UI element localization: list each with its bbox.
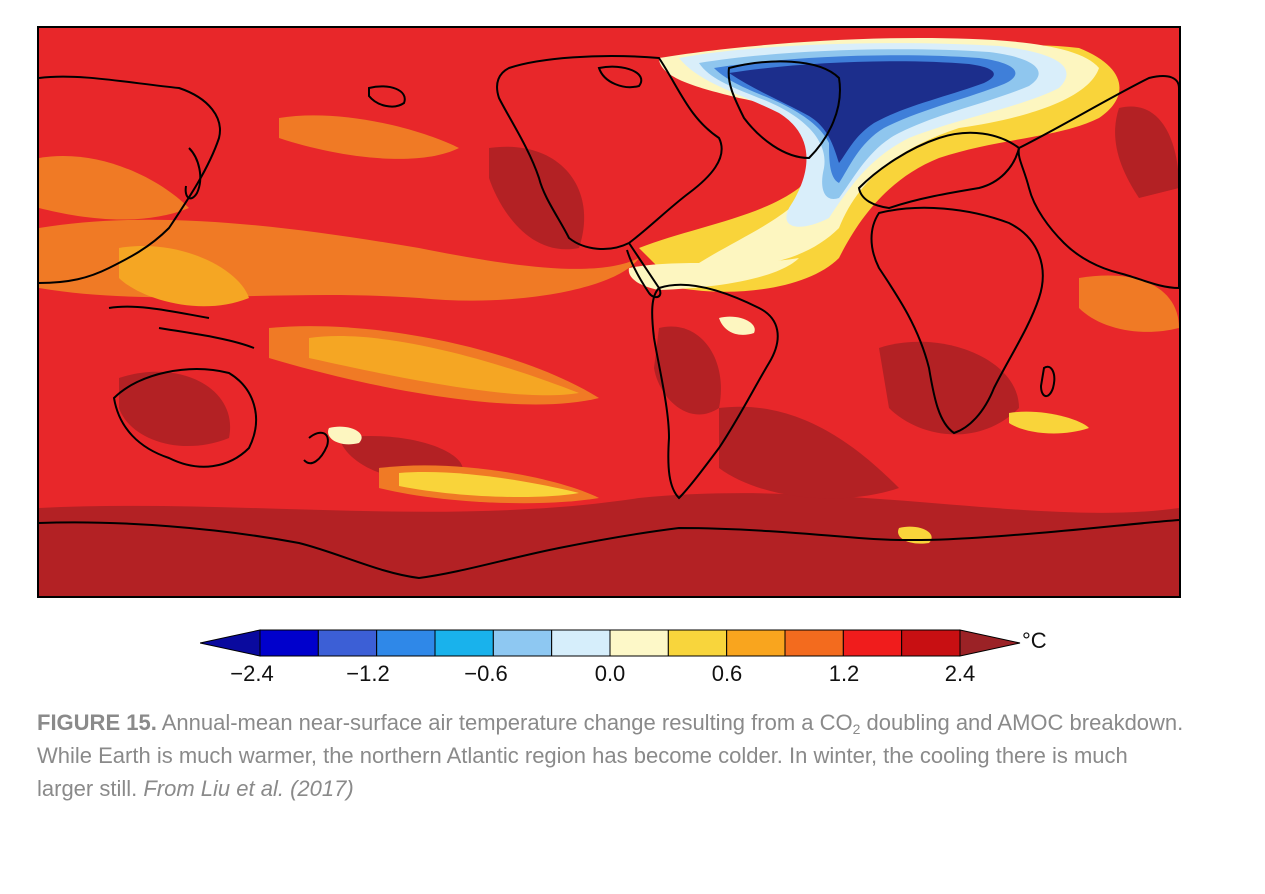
colorbar-tick-label: −2.4 xyxy=(230,661,274,686)
south-america-coastline xyxy=(651,283,779,500)
colorbar-bin xyxy=(551,629,611,657)
africa-dark-patch xyxy=(879,341,1019,435)
greenland-coastline xyxy=(727,60,841,160)
madagascar-coastline xyxy=(1039,365,1056,397)
central-america-coastline xyxy=(626,242,662,299)
asia-coastline xyxy=(1017,75,1179,290)
europe-coastline xyxy=(857,131,1021,210)
colorbar-tick-label: 1.2 xyxy=(828,661,860,686)
southern-dark-band xyxy=(39,493,1179,596)
australia-coastline xyxy=(112,368,258,468)
colorbar-unit-label: °C xyxy=(1022,628,1047,653)
colorbar-bin xyxy=(492,629,553,657)
tasman-pale-patch xyxy=(328,426,362,445)
colorbar-bin xyxy=(609,629,669,657)
colorbar-bin xyxy=(901,629,961,657)
colorbar-bin xyxy=(667,629,728,657)
colorbar-left-arrow xyxy=(200,629,261,657)
indonesia-coastline xyxy=(108,305,255,349)
new-zealand-coastline xyxy=(303,431,329,465)
south-america-dark-patch xyxy=(654,326,721,415)
west-pacific-orange xyxy=(39,156,189,220)
caption-subscript: 2 xyxy=(852,721,861,737)
caption-text-before: Annual-mean near-surface air temperature… xyxy=(156,710,853,735)
colorbar-right-arrow xyxy=(959,629,1021,657)
colorbar-bin xyxy=(376,629,436,657)
figure-label: FIGURE 15. xyxy=(37,710,157,735)
colorbar-bin xyxy=(726,629,786,657)
japan-coastline xyxy=(184,147,202,200)
caribbean-pale-patch xyxy=(628,258,799,290)
colorbar-bin xyxy=(259,629,319,657)
colorbar-tick-label: 2.4 xyxy=(944,661,976,686)
colorbar-bin xyxy=(317,629,378,657)
coastlines xyxy=(39,55,1179,580)
alaska-island-coastline xyxy=(368,85,406,108)
colorbar-bin xyxy=(842,629,903,657)
colorbar-tick-label: 0.0 xyxy=(594,661,626,686)
colorbar-bin xyxy=(784,629,844,657)
colorbar-tick-label: 0.6 xyxy=(711,661,743,686)
colorbar-bin xyxy=(434,629,494,657)
east-asia-coastline xyxy=(39,75,221,284)
colorbar: −2.4 −1.2 −0.6 0.0 0.6 1.2 2.4 °C xyxy=(200,628,1060,692)
southern-yellow-patch xyxy=(399,472,579,498)
south-pacific-gold xyxy=(309,336,579,396)
atlantic-dark-blue-core xyxy=(729,61,994,163)
colorbar-tick-label: −1.2 xyxy=(346,661,390,686)
north-pacific-orange xyxy=(279,115,459,159)
arctic-island-coastline xyxy=(597,65,643,88)
asia-dark-patch xyxy=(1115,106,1179,198)
indian-ocean-orange xyxy=(1079,275,1179,332)
world-map-svg xyxy=(39,28,1179,596)
maritime-gold xyxy=(119,246,249,307)
colorbar-tick-label: −0.6 xyxy=(464,661,508,686)
temperature-change-map xyxy=(37,26,1181,598)
south-atlantic-dark-patch xyxy=(719,406,899,499)
australia-dark-patch xyxy=(119,371,231,447)
africa-coastline xyxy=(870,206,1044,435)
north-america-coastline xyxy=(496,55,723,250)
figure-caption: FIGURE 15. Annual-mean near-surface air … xyxy=(37,706,1187,805)
amazon-pale-patch xyxy=(719,316,755,335)
caption-text-after: doubling and AMOC breakdown. While Earth… xyxy=(37,710,1184,801)
antarctica-coastline xyxy=(39,519,1179,580)
caption-citation: From Liu et al. (2017) xyxy=(143,776,354,801)
madagascar-yellow xyxy=(1009,411,1089,434)
colorbar-svg xyxy=(200,629,1021,657)
